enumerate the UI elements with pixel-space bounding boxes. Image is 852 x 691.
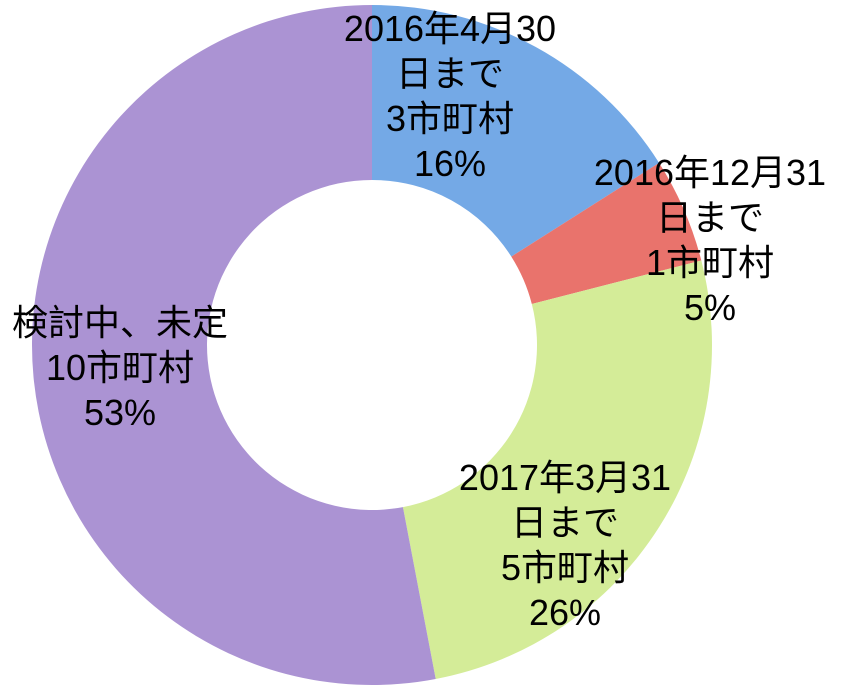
slice-label: 検討中、未定 10市町村 53% xyxy=(0,300,270,435)
slice-label: 2016年12月31日まで 1市町村 5% xyxy=(560,150,852,330)
value-label: 16% xyxy=(413,143,487,184)
category-label: 2016年12月31日まで xyxy=(593,152,827,238)
category-label: 2017年3月31日まで xyxy=(458,457,672,543)
donut-slice xyxy=(511,162,702,304)
count-label: 3市町村 xyxy=(385,98,515,139)
slice-label: 2016年4月30日まで 3市町村 16% xyxy=(300,6,600,186)
slice-label: 2017年3月31日まで 5市町村 26% xyxy=(415,455,715,635)
count-label: 1市町村 xyxy=(645,242,775,283)
category-label: 検討中、未定 xyxy=(11,302,228,343)
value-label: 5% xyxy=(683,287,737,328)
donut-slice xyxy=(372,5,660,257)
value-label: 53% xyxy=(83,392,157,433)
value-label: 26% xyxy=(528,592,602,633)
donut-slice xyxy=(402,260,712,679)
category-label: 2016年4月30日まで xyxy=(343,8,557,94)
count-label: 10市町村 xyxy=(45,347,195,388)
count-label: 5市町村 xyxy=(500,547,630,588)
donut-slice xyxy=(32,5,436,685)
